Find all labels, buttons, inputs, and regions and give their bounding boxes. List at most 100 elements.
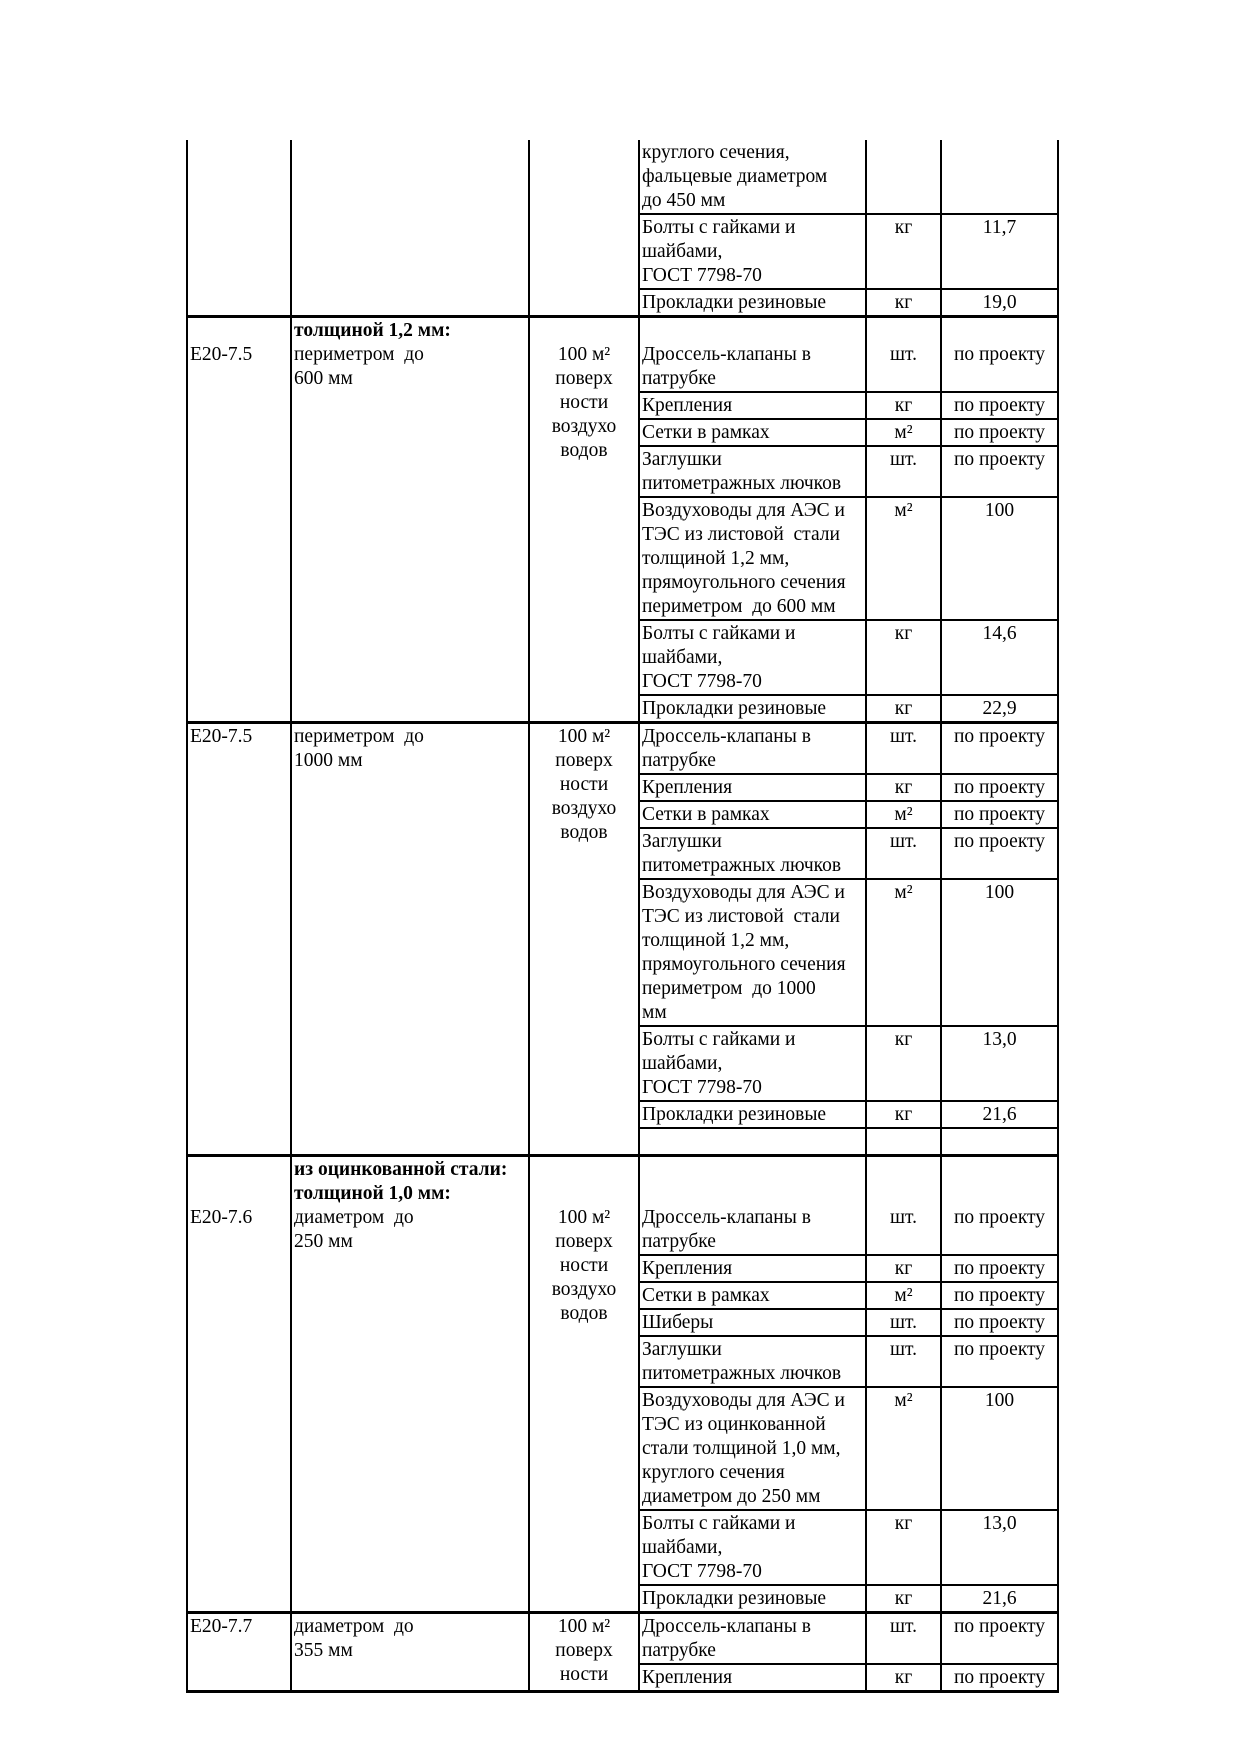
material-unit-cell: шт. bbox=[865, 1335, 942, 1388]
table-row: Шиберы шт. по проекту bbox=[187, 1308, 1059, 1337]
material-cell: Крепления bbox=[638, 391, 867, 420]
text-line: 100 м² bbox=[557, 1616, 611, 1637]
table-row: Сетки в рамках м² по проекту bbox=[187, 800, 1059, 829]
qty-cell: 13,0 bbox=[940, 1509, 1059, 1586]
material-cell: Болты с гайками и шайбами, ГОСТ 7798-70 bbox=[638, 619, 867, 696]
text-line: толщиной 1,0 мм: bbox=[294, 1183, 451, 1204]
table-row: Сетки в рамках м² по проекту bbox=[187, 1281, 1059, 1310]
desc-cell bbox=[290, 140, 530, 318]
text-line: воздухо bbox=[551, 1279, 617, 1300]
unit-cell: 100 м² поверх ности воздухо водов bbox=[528, 315, 640, 724]
text-line: поверх bbox=[555, 1640, 613, 1661]
table-row: Болты с гайками и шайбами, ГОСТ 7798-70 к… bbox=[187, 1025, 1059, 1102]
norms-table: круглого сечения, фальцевые диаметром до… bbox=[186, 140, 1059, 1693]
material-cell: Прокладки резиновые bbox=[638, 1100, 867, 1129]
table-row: Крепления кг по проекту bbox=[187, 1254, 1059, 1283]
material-unit-cell: кг bbox=[865, 1663, 942, 1693]
material-cell: Сетки в рамках bbox=[638, 1281, 867, 1310]
material-cell: Шиберы bbox=[638, 1308, 867, 1337]
material-cell: Сетки в рамках bbox=[638, 800, 867, 829]
text-line: периметром до bbox=[294, 726, 424, 747]
table-row: Болты с гайками и шайбами, ГОСТ 7798-70 к… bbox=[187, 619, 1059, 696]
table-row: Е20-7.5 толщиной 1,2 мм: периметром до 600 … bbox=[186, 315, 1059, 724]
code-cell: Е20-7.5 bbox=[186, 315, 292, 724]
material-cell: Заглушки питометражных лючков bbox=[638, 445, 867, 498]
table-row: Заглушки питометражных лючков шт. по проек… bbox=[187, 827, 1059, 880]
text-line: ности bbox=[559, 1664, 609, 1685]
qty-cell: по проекту bbox=[940, 391, 1059, 420]
material-unit-cell: шт. bbox=[865, 721, 942, 775]
text-line: поверх bbox=[555, 750, 613, 771]
text-line: толщиной 1,2 мм: bbox=[294, 320, 451, 341]
material-cell: Крепления bbox=[638, 1663, 867, 1693]
material-cell bbox=[638, 1127, 867, 1157]
material-unit-cell: кг bbox=[865, 391, 942, 420]
table-row: Воздуховоды для АЭС и ТЭС из листовой ст… bbox=[187, 496, 1059, 621]
table-row: Болты с гайками и шайбами, ГОСТ 7798-70 к… bbox=[187, 213, 1059, 290]
table-row: Е20-7.5 периметром до 1000 мм 100 м² поверх н… bbox=[186, 721, 1059, 1157]
text-line: водов bbox=[560, 1303, 608, 1324]
material-unit-cell: кг bbox=[865, 288, 942, 318]
qty-cell: 21,6 bbox=[940, 1584, 1059, 1614]
material-unit-cell: м² bbox=[865, 1281, 942, 1310]
material-cell: Крепления bbox=[638, 773, 867, 802]
material-cell: Прокладки резиновые bbox=[638, 1584, 867, 1614]
unit-cell: 100 м² поверх ности bbox=[528, 1611, 640, 1693]
material-unit-cell: шт. bbox=[865, 1611, 942, 1665]
text-line: диаметром до bbox=[294, 1616, 414, 1637]
text-line: 100 м² bbox=[557, 726, 611, 747]
material-unit-cell: кг bbox=[865, 1254, 942, 1283]
material-unit-cell bbox=[865, 140, 942, 215]
table-row: Воздуховоды для АЭС и ТЭС из оцинкованно… bbox=[187, 1386, 1059, 1511]
text-line: Е20-7.6 bbox=[190, 1207, 253, 1228]
material-unit-cell: м² bbox=[865, 418, 942, 447]
material-unit-cell: шт. bbox=[865, 827, 942, 880]
text-line: ности bbox=[559, 774, 609, 795]
qty-cell: по проекту bbox=[940, 1154, 1059, 1256]
qty-cell: 22,9 bbox=[940, 694, 1059, 724]
qty-cell: 14,6 bbox=[940, 619, 1059, 696]
material-unit-cell: м² bbox=[865, 800, 942, 829]
material-cell: Болты с гайками и шайбами, ГОСТ 7798-70 bbox=[638, 1509, 867, 1586]
qty-cell: по проекту bbox=[940, 1663, 1059, 1693]
qty-cell: по проекту bbox=[940, 418, 1059, 447]
qty-cell bbox=[940, 1127, 1059, 1157]
text-line: Е20-7.5 bbox=[190, 726, 253, 747]
material-cell: Дроссель-клапаны в патрубке bbox=[638, 721, 867, 775]
code-cell bbox=[186, 140, 292, 318]
qty-cell: по проекту bbox=[940, 827, 1059, 880]
text-line: 355 мм bbox=[294, 1640, 353, 1661]
table-row: Болты с гайками и шайбами, ГОСТ 7798-70 к… bbox=[187, 1509, 1059, 1586]
text-line: воздухо bbox=[551, 798, 617, 819]
text-line: ности bbox=[559, 1255, 609, 1276]
qty-cell: по проекту bbox=[940, 315, 1059, 393]
table-row: Заглушки питометражных лючков шт. по проек… bbox=[187, 1335, 1059, 1388]
table-row: Е20-7.6 из оцинкованной стали: толщиной 1,… bbox=[186, 1154, 1059, 1614]
material-cell: Дроссель-клапаны в патрубке bbox=[638, 315, 867, 393]
qty-cell: 21,6 bbox=[940, 1100, 1059, 1129]
text-line: водов bbox=[560, 822, 608, 843]
text-line: воздухо bbox=[551, 416, 617, 437]
material-cell: Дроссель-клапаны в патрубке bbox=[638, 1154, 867, 1256]
qty-cell: по проекту bbox=[940, 1308, 1059, 1337]
code-cell: Е20-7.7 bbox=[186, 1611, 292, 1693]
text-line: ности bbox=[559, 392, 609, 413]
material-cell: Болты с гайками и шайбами, ГОСТ 7798-70 bbox=[638, 213, 867, 290]
material-unit-cell: шт. bbox=[865, 1308, 942, 1337]
material-unit-cell: кг bbox=[865, 1100, 942, 1129]
material-cell: круглого сечения, фальцевые диаметром до… bbox=[638, 140, 867, 215]
table-row: Прокладки резиновые кг 21,6 bbox=[187, 1584, 1059, 1614]
table-row: Крепления кг по проекту bbox=[187, 773, 1059, 802]
text-line: 1000 мм bbox=[294, 750, 363, 771]
table-row: Е20-7.7 диаметром до 355 мм 100 м² поверх нос… bbox=[186, 1611, 1059, 1693]
material-unit-cell bbox=[865, 1127, 942, 1157]
table-row: Крепления кг по проекту bbox=[187, 391, 1059, 420]
qty-cell: 19,0 bbox=[940, 288, 1059, 318]
qty-cell: 100 bbox=[940, 496, 1059, 621]
table-row: круглого сечения, фальцевые диаметром до… bbox=[186, 140, 1059, 318]
material-cell: Дроссель-клапаны в патрубке bbox=[638, 1611, 867, 1665]
material-unit-cell: м² bbox=[865, 496, 942, 621]
material-cell: Болты с гайками и шайбами, ГОСТ 7798-70 bbox=[638, 1025, 867, 1102]
qty-cell bbox=[940, 140, 1059, 215]
material-unit-cell: кг bbox=[865, 619, 942, 696]
